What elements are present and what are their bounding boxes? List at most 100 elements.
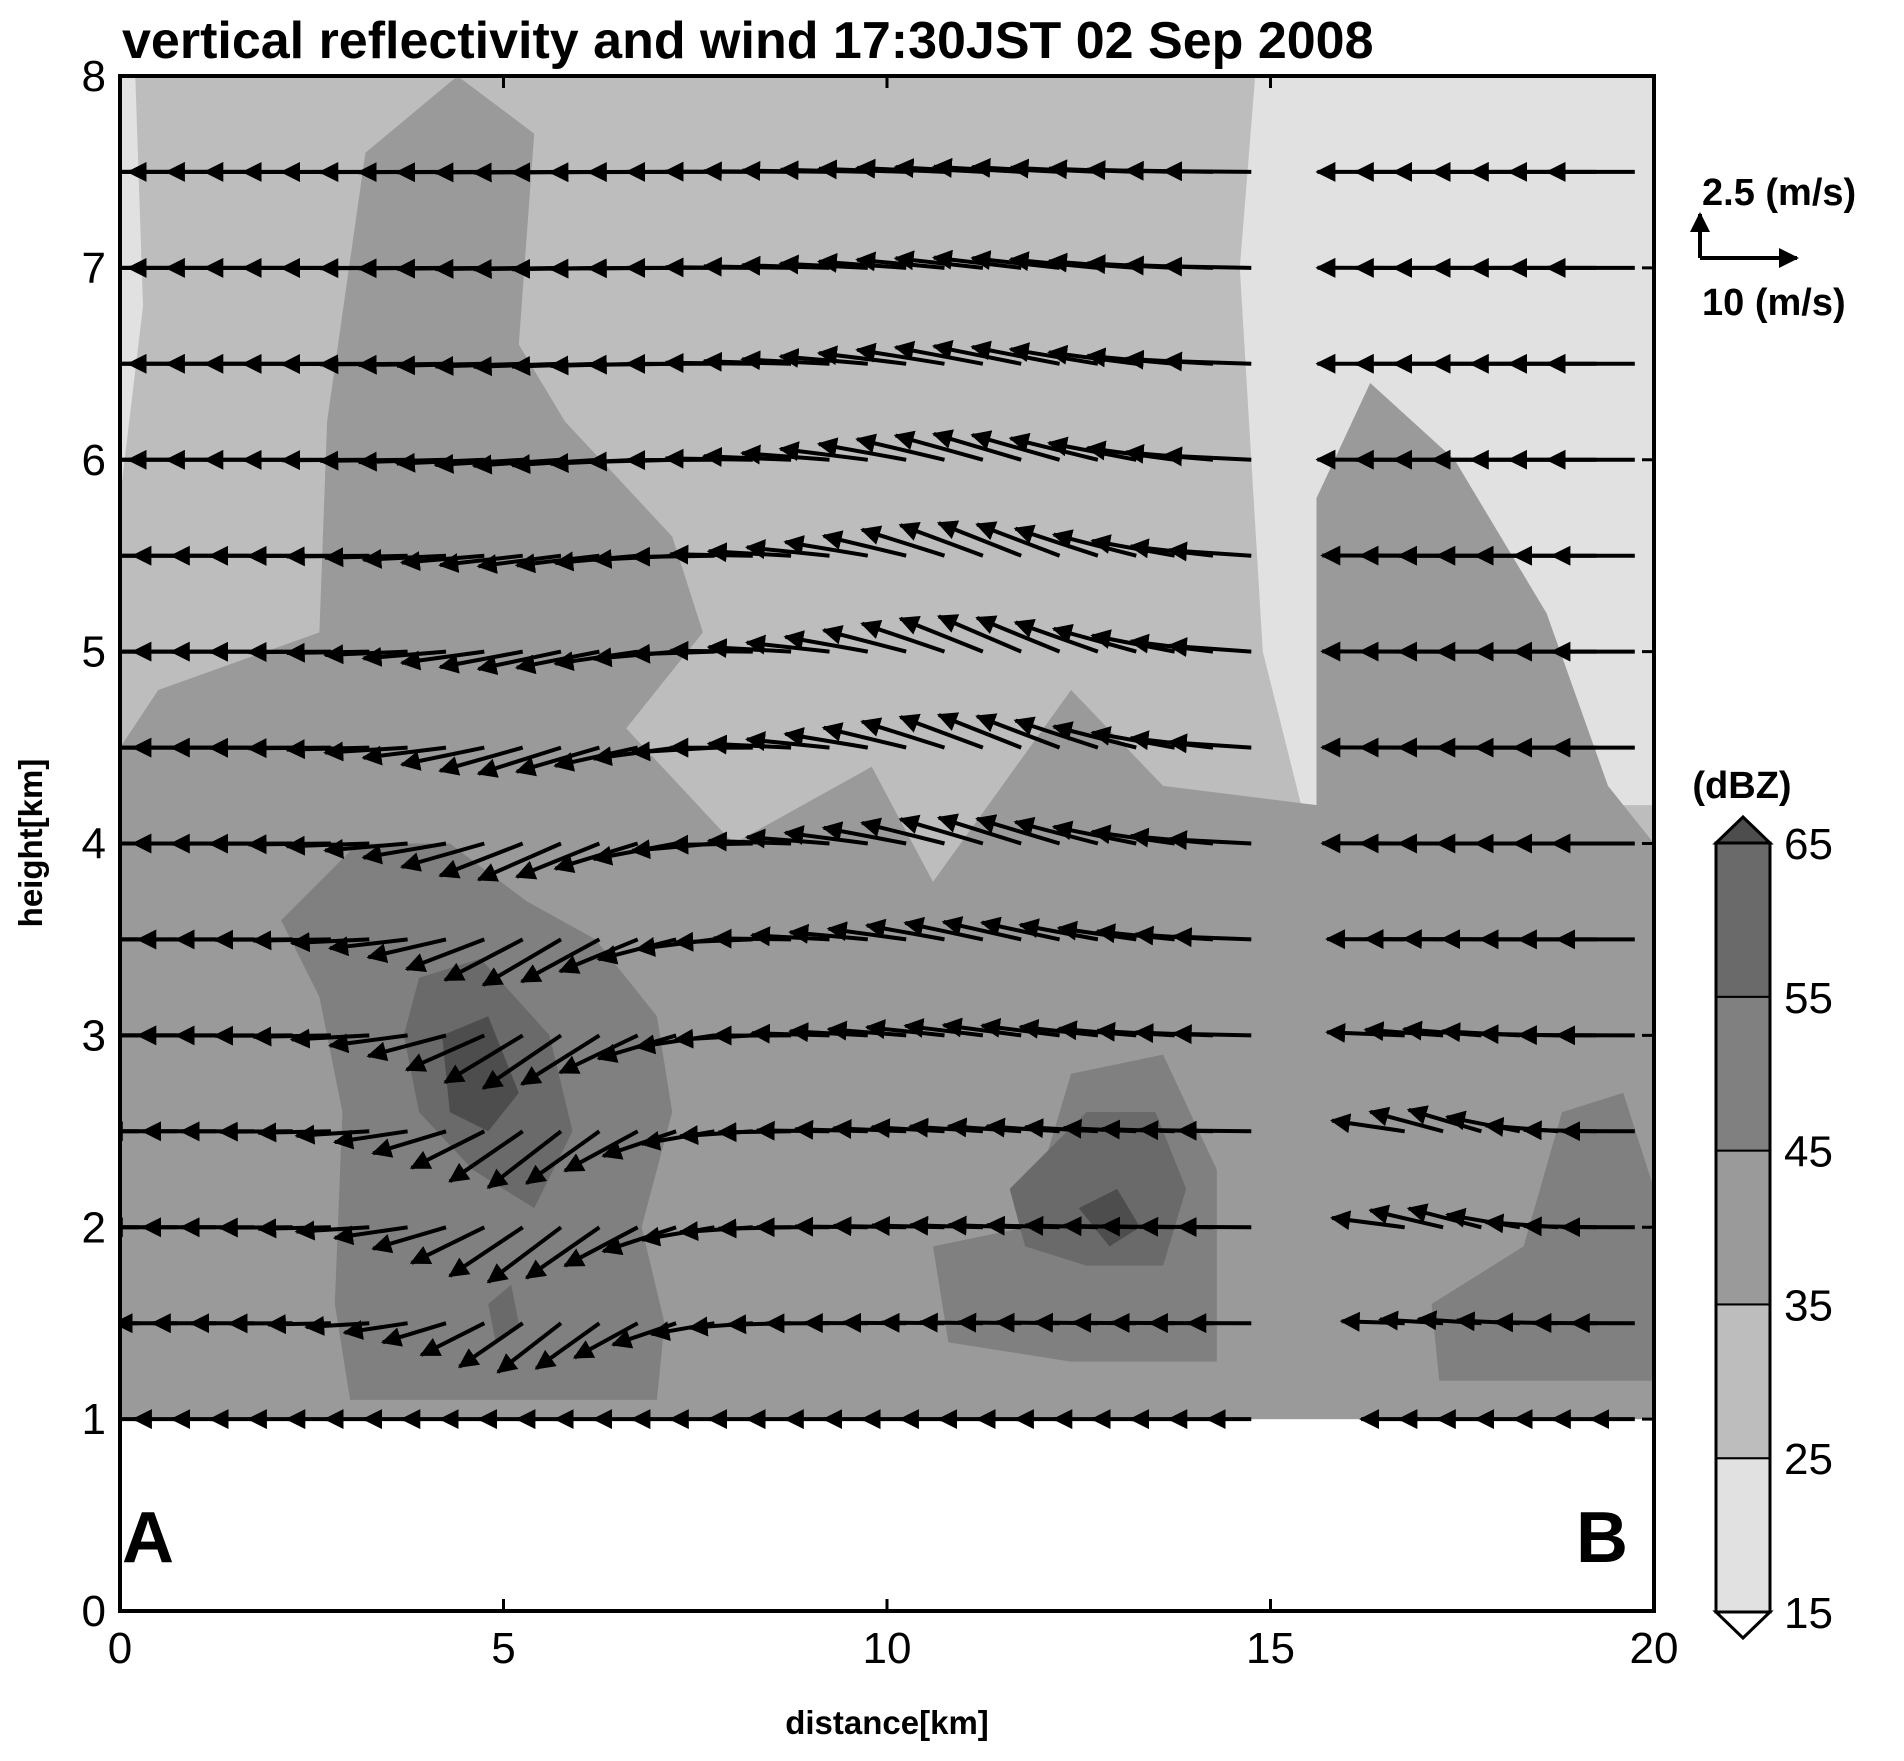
wind-vector-5-10 xyxy=(443,937,524,982)
wind-vector-2-9 xyxy=(409,1225,486,1265)
y-tick-label-2: 2 xyxy=(82,1203,106,1252)
wind-vector-7-9 xyxy=(399,745,485,771)
wind-vector-6-9 xyxy=(399,841,485,872)
wind-vector-8-29 xyxy=(1166,637,1252,658)
colorbar-ticks: 15 25 35 45 55 65 xyxy=(1784,820,1833,1638)
wind-vector-4-10 xyxy=(443,1033,524,1085)
wind-vector-1-9 xyxy=(419,1321,486,1357)
colorbar: (dBZ) 15 25 35 45 55 65 xyxy=(1692,765,1833,1641)
colorbar-segment-55-65 xyxy=(1715,842,1771,998)
colorbar-upper-extension xyxy=(1712,814,1774,845)
wind-vector-3-14 xyxy=(601,1129,677,1160)
x-axis-label: distance[km] xyxy=(785,1704,989,1741)
reference-vectors: 2.5 (m/s) 10 (m/s) xyxy=(1690,172,1856,324)
wind-vector-3-20 xyxy=(831,1118,907,1139)
colorbar-segment-35-45 xyxy=(1715,1149,1771,1306)
wind-vector-8-21 xyxy=(860,619,946,654)
wind-vector-3-29 xyxy=(1176,1120,1252,1141)
colorbar-tick-label-2: 35 xyxy=(1784,1281,1833,1330)
colorbar-tick-label-5: 65 xyxy=(1784,820,1833,869)
x-tick-label-2: 10 xyxy=(863,1624,912,1673)
y-tick-label-5: 5 xyxy=(82,628,106,677)
colorbar-tick-label-1: 25 xyxy=(1784,1435,1833,1484)
wind-vector-3-10 xyxy=(448,1129,524,1183)
wind-vector-4-29 xyxy=(1171,1024,1252,1045)
wind-vector-12-29 xyxy=(1162,256,1252,277)
colorbar-title: (dBZ) xyxy=(1692,765,1791,807)
colorbar-tick-label-0: 15 xyxy=(1784,1589,1833,1638)
wind-vector-1-12 xyxy=(534,1321,601,1371)
y-tick-label-1: 1 xyxy=(82,1395,106,1444)
wind-vector-3-12 xyxy=(524,1129,601,1185)
wind-vector-3-31 xyxy=(1368,1106,1444,1134)
wind-vector-3-22 xyxy=(908,1117,984,1138)
wind-vector-2-7 xyxy=(332,1225,408,1246)
wind-vector-1-10 xyxy=(457,1321,524,1369)
wind-vector-3-9 xyxy=(409,1129,486,1170)
x-tick-label-1: 5 xyxy=(491,1624,515,1673)
colorbar-frame xyxy=(1714,841,1772,1614)
y-tick-label-4: 4 xyxy=(82,820,106,869)
chart-title: vertical reflectivity and wind 17:30JST … xyxy=(122,12,1374,70)
wind-vector-3-7 xyxy=(332,1129,408,1150)
y-axis: 0 1 2 3 4 5 6 7 8 xyxy=(82,52,1654,1636)
wind-vector-2-6 xyxy=(294,1220,370,1241)
wind-vector-3-24 xyxy=(984,1117,1060,1138)
wind-vector-2-12 xyxy=(524,1225,601,1280)
wind-vector-4-8 xyxy=(366,1033,447,1062)
colorbar-tick-label-3: 45 xyxy=(1784,1128,1833,1177)
wind-vector-4-11 xyxy=(481,1033,563,1090)
wind-vector-13-29 xyxy=(1162,161,1252,182)
wind-vector-7-20 xyxy=(821,722,907,750)
wind-vector-3-6 xyxy=(294,1124,370,1145)
wind-vector-2-11 xyxy=(486,1225,563,1284)
wind-vector-8-22 xyxy=(898,616,984,654)
wind-vector-4-9 xyxy=(404,1033,486,1072)
wind-vector-3-11 xyxy=(486,1129,563,1190)
wind-vector-4-7 xyxy=(328,1033,408,1054)
wind-vector-7-29 xyxy=(1166,733,1252,754)
reference-horizontal-label: 10 (m/s) xyxy=(1702,282,1846,324)
wind-vector-1-11 xyxy=(496,1321,563,1374)
reflectivity-region-45dbz-6 xyxy=(1431,1092,1654,1381)
wind-vector-6-10 xyxy=(438,841,524,879)
wind-vector-1-7 xyxy=(342,1320,408,1340)
colorbar-segment-45-55 xyxy=(1715,995,1771,1152)
y-tick-label-0: 0 xyxy=(82,1587,106,1636)
colorbar-segment-15-25 xyxy=(1715,1457,1771,1613)
x-tick-label-3: 15 xyxy=(1246,1624,1295,1673)
wind-vector-9-22 xyxy=(898,521,984,558)
wind-vector-2-8 xyxy=(371,1225,447,1254)
wind-vector-8-20 xyxy=(821,625,907,654)
wind-vector-7-21 xyxy=(860,717,946,750)
wind-vector-9-29 xyxy=(1166,541,1252,562)
colorbar-tick-label-4: 55 xyxy=(1784,974,1833,1023)
wind-vector-2-30 xyxy=(1330,1210,1405,1231)
wind-vector-3-8 xyxy=(371,1129,447,1158)
reflectivity-region-55dbz-9 xyxy=(488,1284,519,1343)
y-tick-label-7: 7 xyxy=(82,244,106,293)
y-tick-label-6: 6 xyxy=(82,436,106,485)
wind-vector-2-14 xyxy=(601,1225,677,1256)
wind-vector-9-20 xyxy=(821,530,907,558)
wind-vector-1-8 xyxy=(380,1321,447,1347)
reference-vertical-label: 2.5 (m/s) xyxy=(1702,172,1856,214)
wind-vector-6-8 xyxy=(361,841,447,865)
wind-vector-2-31 xyxy=(1368,1204,1444,1230)
colorbar-lower-extension xyxy=(1712,1610,1774,1641)
wind-vector-1-13 xyxy=(572,1321,639,1360)
plot-area xyxy=(120,76,1654,1611)
wind-vector-7-22 xyxy=(898,713,984,750)
x-tick-label-4: 20 xyxy=(1630,1624,1679,1673)
wind-vector-5-29 xyxy=(1171,927,1252,948)
y-tick-label-3: 3 xyxy=(82,1011,106,1060)
section-end-label: B xyxy=(1576,1498,1628,1578)
wind-vector-10-29 xyxy=(1162,446,1252,467)
wind-vector-11-29 xyxy=(1162,351,1252,372)
wind-vector-8-23 xyxy=(936,614,1022,654)
colorbar-segments xyxy=(1712,814,1774,1641)
wind-vector-5-8 xyxy=(366,937,447,963)
wind-vector-5-9 xyxy=(404,937,486,973)
wind-vector-3-30 xyxy=(1330,1113,1405,1134)
